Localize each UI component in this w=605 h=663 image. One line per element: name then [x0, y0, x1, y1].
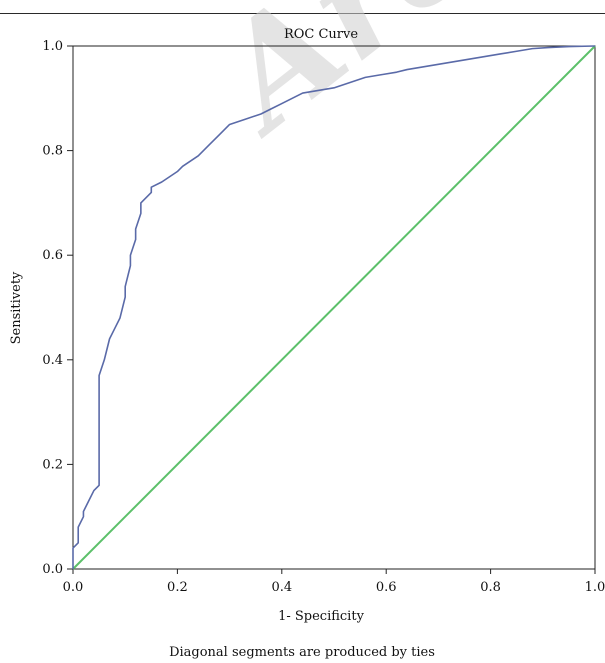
y-tick-label: 0.8 [42, 144, 63, 159]
y-axis-label: Sensitivety [9, 271, 24, 344]
roc-curve-line [72, 45, 596, 569]
x-axis: 0.0 0.2 0.4 0.6 0.8 1.0 [63, 569, 605, 595]
y-tick-label: 1.0 [42, 39, 63, 54]
chart-title: ROC Curve [284, 27, 358, 42]
x-tick-label: 0.2 [167, 580, 188, 595]
x-tick-label: 0.6 [376, 580, 397, 595]
x-tick-label: 1.0 [585, 580, 605, 595]
series-layer [72, 45, 596, 570]
x-axis-label: 1- Specificity [278, 609, 364, 624]
reference-diagonal-line [72, 45, 596, 570]
plot-frame [72, 45, 596, 570]
y-tick-label: 0.6 [42, 248, 63, 263]
y-tick-label: 0.0 [42, 562, 63, 577]
y-tick-label: 0.2 [42, 457, 63, 472]
x-tick-label: 0.0 [63, 580, 84, 595]
footnote: Diagonal segments are produced by ties [169, 645, 435, 660]
y-axis: 0.0 0.2 0.4 0.6 0.8 1.0 [42, 39, 73, 577]
y-tick-label: 0.4 [42, 353, 63, 368]
x-tick-label: 0.4 [271, 580, 292, 595]
x-tick-label: 0.8 [480, 580, 501, 595]
top-rule [0, 13, 605, 14]
